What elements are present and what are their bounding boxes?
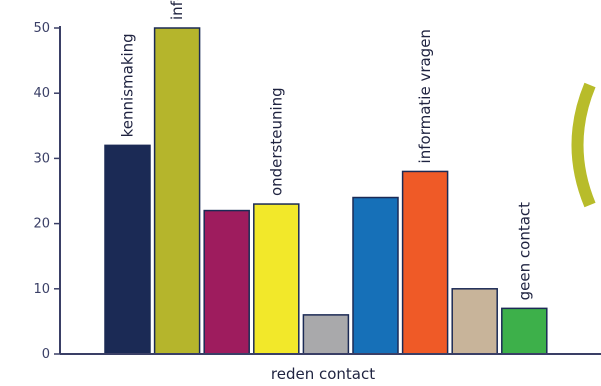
bars-layer: kennismaking informatie geven actief betro… — [104, 0, 548, 355]
bar-8 — [501, 307, 548, 355]
bar-5 — [352, 196, 399, 355]
background-arc-decoration — [571, 82, 596, 208]
bar-3 — [253, 203, 300, 355]
bar-label-1: informatie geven — [168, 0, 186, 20]
y-tick-label-2: 20 — [33, 217, 50, 232]
bar-label-8: geen contact — [515, 202, 533, 301]
axis-layer: 0 10 20 30 40 50 — [33, 21, 601, 362]
bar-2 — [203, 209, 250, 355]
bar-0 — [104, 144, 151, 355]
bar-label-6: informatie vragen — [416, 29, 434, 163]
y-tick-label-0: 0 — [42, 347, 50, 362]
y-tick-label-4: 40 — [33, 86, 50, 101]
bar-label-7: opstellen behandelplan — [466, 105, 484, 281]
bar-7 — [451, 288, 498, 355]
bar-1 — [153, 27, 201, 355]
bar-label-4: weekend/ontslag — [317, 179, 335, 306]
bar-label-2: actief betrokken — [218, 81, 236, 203]
y-tick-label-5: 50 — [33, 21, 50, 36]
bar-label-5: crisis/incident — [367, 86, 385, 190]
y-tick-label-1: 10 — [33, 282, 50, 297]
bar-label-0: kennismaking — [119, 33, 137, 137]
bar-label-3: ondersteuning — [267, 87, 285, 196]
x-axis-label: reden contact — [271, 365, 375, 383]
y-tick-label-3: 30 — [33, 151, 50, 166]
bar-4 — [302, 314, 350, 355]
bar-6 — [401, 170, 449, 355]
